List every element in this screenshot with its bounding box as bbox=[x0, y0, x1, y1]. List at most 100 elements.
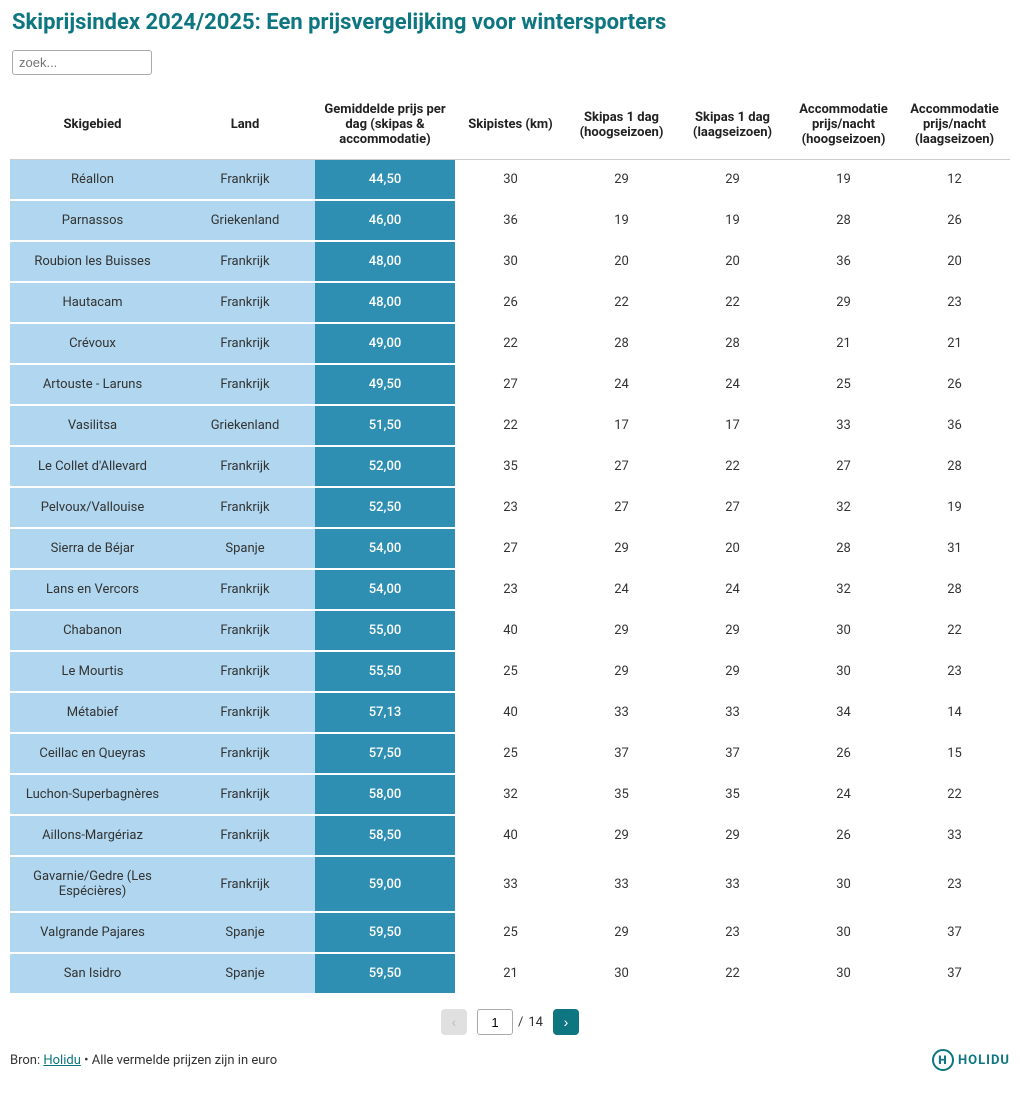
table-cell: 27 bbox=[455, 365, 566, 406]
table-cell: 23 bbox=[899, 652, 1010, 693]
table-cell: 30 bbox=[788, 954, 899, 995]
table-cell: 30 bbox=[455, 160, 566, 201]
table-cell: 28 bbox=[788, 529, 899, 570]
col-header[interactable]: Accommodatie prijs/nacht (laagseizoen) bbox=[899, 90, 1010, 160]
table-cell: 26 bbox=[899, 201, 1010, 242]
col-header[interactable]: Skipas 1 dag (hoogseizoen) bbox=[566, 90, 677, 160]
table-cell: 23 bbox=[899, 283, 1010, 324]
table-cell: 25 bbox=[455, 734, 566, 775]
col-header[interactable]: Skipas 1 dag (laagseizoen) bbox=[677, 90, 788, 160]
table-cell: Sierra de Béjar bbox=[10, 529, 175, 570]
table-row: MétabiefFrankrijk57,134033333414 bbox=[10, 693, 1010, 734]
table-cell: 22 bbox=[566, 283, 677, 324]
table-cell: 28 bbox=[566, 324, 677, 365]
table-cell: 27 bbox=[566, 488, 677, 529]
table-cell: Hautacam bbox=[10, 283, 175, 324]
source-text: Bron: Holidu • Alle vermelde prijzen zij… bbox=[10, 1053, 277, 1068]
table-cell: 33 bbox=[455, 857, 566, 913]
table-cell: 15 bbox=[899, 734, 1010, 775]
table-cell: Frankrijk bbox=[175, 283, 315, 324]
table-cell: Frankrijk bbox=[175, 365, 315, 406]
table-cell: 29 bbox=[566, 611, 677, 652]
table-cell: 59,50 bbox=[315, 913, 455, 954]
table-cell: 55,50 bbox=[315, 652, 455, 693]
table-row: Pelvoux/VallouiseFrankrijk52,50232727321… bbox=[10, 488, 1010, 529]
table-cell: 27 bbox=[677, 488, 788, 529]
table-row: Gavarnie/Gedre (Les Espécières)Frankrijk… bbox=[10, 857, 1010, 913]
prev-page-button[interactable]: ‹ bbox=[441, 1009, 467, 1035]
table-cell: 49,50 bbox=[315, 365, 455, 406]
table-cell: Frankrijk bbox=[175, 775, 315, 816]
next-page-button[interactable]: › bbox=[553, 1009, 579, 1035]
col-header[interactable]: Skipistes (km) bbox=[455, 90, 566, 160]
col-header[interactable]: Gemiddelde prijs per dag (skipas & accom… bbox=[315, 90, 455, 160]
page-title: Skiprijsindex 2024/2025: Een prijsvergel… bbox=[12, 10, 1010, 35]
table-cell: 31 bbox=[899, 529, 1010, 570]
table-cell: Luchon-Superbagnères bbox=[10, 775, 175, 816]
table-row: Artouste - LarunsFrankrijk49,50272424252… bbox=[10, 365, 1010, 406]
table-cell: 48,00 bbox=[315, 242, 455, 283]
pagination: ‹ / 14 › bbox=[10, 1009, 1010, 1035]
table-cell: 17 bbox=[677, 406, 788, 447]
table-cell: 35 bbox=[455, 447, 566, 488]
table-cell: 36 bbox=[899, 406, 1010, 447]
source-prefix: Bron: bbox=[10, 1053, 43, 1068]
table-cell: Le Mourtis bbox=[10, 652, 175, 693]
table-cell: Spanje bbox=[175, 913, 315, 954]
table-cell: 54,00 bbox=[315, 529, 455, 570]
table-cell: 22 bbox=[677, 447, 788, 488]
table-cell: 23 bbox=[899, 857, 1010, 913]
page-input[interactable] bbox=[477, 1009, 513, 1035]
table-cell: Frankrijk bbox=[175, 488, 315, 529]
table-cell: 20 bbox=[677, 529, 788, 570]
table-cell: Gavarnie/Gedre (Les Espécières) bbox=[10, 857, 175, 913]
page-separator: / bbox=[518, 1015, 523, 1030]
table-cell: 37 bbox=[677, 734, 788, 775]
table-cell: 35 bbox=[677, 775, 788, 816]
col-header[interactable]: Land bbox=[175, 90, 315, 160]
table-cell: Lans en Vercors bbox=[10, 570, 175, 611]
holidu-logo-text: HOLIDU bbox=[958, 1053, 1010, 1068]
table-cell: 59,50 bbox=[315, 954, 455, 995]
col-header[interactable]: Skigebied bbox=[10, 90, 175, 160]
table-cell: Le Collet d'Allevard bbox=[10, 447, 175, 488]
footer: Bron: Holidu • Alle vermelde prijzen zij… bbox=[10, 1049, 1010, 1071]
table-cell: 29 bbox=[566, 160, 677, 201]
table-cell: 26 bbox=[455, 283, 566, 324]
table-cell: 27 bbox=[455, 529, 566, 570]
table-cell: 33 bbox=[566, 693, 677, 734]
table-cell: 29 bbox=[788, 283, 899, 324]
source-link[interactable]: Holidu bbox=[43, 1053, 81, 1068]
search-input[interactable] bbox=[12, 50, 152, 75]
table-cell: 21 bbox=[788, 324, 899, 365]
table-cell: 33 bbox=[677, 857, 788, 913]
col-header[interactable]: Accommodatie prijs/nacht (hoogseizoen) bbox=[788, 90, 899, 160]
table-cell: 12 bbox=[899, 160, 1010, 201]
table-cell: Réallon bbox=[10, 160, 175, 201]
table-cell: 28 bbox=[677, 324, 788, 365]
table-cell: 20 bbox=[566, 242, 677, 283]
table-row: Luchon-SuperbagnèresFrankrijk58,00323535… bbox=[10, 775, 1010, 816]
table-cell: 33 bbox=[566, 857, 677, 913]
table-cell: Frankrijk bbox=[175, 857, 315, 913]
total-pages: 14 bbox=[528, 1015, 543, 1030]
table-cell: 25 bbox=[455, 652, 566, 693]
table-cell: 52,00 bbox=[315, 447, 455, 488]
table-cell: 29 bbox=[566, 529, 677, 570]
table-cell: 30 bbox=[788, 913, 899, 954]
table-cell: Crévoux bbox=[10, 324, 175, 365]
table-cell: Frankrijk bbox=[175, 816, 315, 857]
table-cell: 24 bbox=[677, 365, 788, 406]
table-row: CrévouxFrankrijk49,002228282121 bbox=[10, 324, 1010, 365]
table-cell: 14 bbox=[899, 693, 1010, 734]
table-cell: 33 bbox=[677, 693, 788, 734]
table-cell: 48,00 bbox=[315, 283, 455, 324]
table-row: Le Collet d'AllevardFrankrijk52,00352722… bbox=[10, 447, 1010, 488]
table-cell: San Isidro bbox=[10, 954, 175, 995]
table-cell: Griekenland bbox=[175, 201, 315, 242]
table-cell: 55,00 bbox=[315, 611, 455, 652]
table-cell: 28 bbox=[788, 201, 899, 242]
table-cell: 34 bbox=[788, 693, 899, 734]
table-cell: 28 bbox=[899, 447, 1010, 488]
table-cell: 24 bbox=[566, 365, 677, 406]
